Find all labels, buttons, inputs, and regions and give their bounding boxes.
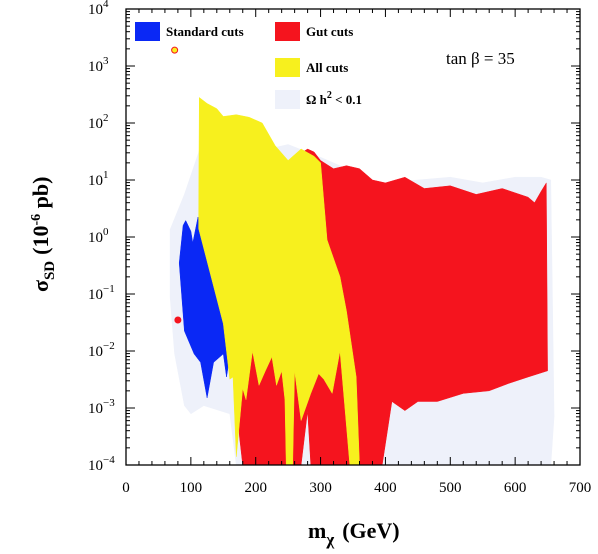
legend-label-standard-cuts: Standard cuts [166,24,244,39]
x-axis-label-units: (GeV) [342,518,399,543]
x-tick-label: 400 [374,480,397,496]
data-regions [169,96,555,466]
y-tick-label: 104 [88,0,109,18]
tan-beta-annotation: tan β = 35 [446,49,515,68]
legend-label-relic-density: Ω h2 < 0.1 [306,90,362,107]
y-axis-label-units-sup: -6 [29,214,44,226]
data-points [171,46,182,324]
x-axis-label: mχ (GeV) [308,518,400,549]
x-axis-label-main: m [308,518,326,543]
data-point-1 [171,46,179,54]
legend-swatch-all-cuts [275,58,300,77]
y-axis-label-sub: SD [42,261,58,280]
y-axis-label: σSD (10-6 pb) [28,177,58,292]
legend-label-all-cuts: All cuts [306,60,348,75]
x-tick-label: 300 [309,480,332,496]
legend-swatch-standard-cuts [135,22,160,41]
x-tick-label: 600 [504,480,527,496]
y-axis-label-main: σ [28,280,53,292]
data-point-2 [174,316,182,324]
y-tick-label: 10−2 [88,340,115,360]
x-tick-label: 500 [439,480,462,496]
y-tick-label: 101 [88,169,109,189]
legend-label-gut-cuts: Gut cuts [306,24,353,39]
y-tick-label: 10−4 [88,454,115,474]
x-tick-labels: 0 100 200 300 400 500 600 700 [122,480,591,496]
y-tick-label: 102 [88,112,109,132]
axis-ticks [125,8,581,466]
legend: Standard cuts Gut cuts All cuts Ω h2 < 0.1 [135,22,362,109]
y-tick-label: 10−3 [88,397,115,417]
x-axis-label-sub: χ [325,530,334,549]
x-tick-label: 100 [180,480,203,496]
x-tick-label: 700 [569,480,592,496]
x-tick-label: 200 [244,480,267,496]
legend-swatch-gut-cuts [275,22,300,41]
y-tick-label: 10−1 [88,283,115,303]
y-tick-label: 103 [88,55,109,75]
x-tick-label: 0 [122,480,130,496]
region-all-cuts [198,96,360,466]
y-axis-label-units-post: pb) [28,177,53,214]
y-tick-labels: 10−4 10−3 10−2 10−1 100 101 102 103 104 [88,0,115,474]
y-axis-label-units-pre: (10 [28,226,53,255]
y-tick-label: 100 [88,226,109,246]
legend-swatch-relic-density [275,90,300,109]
